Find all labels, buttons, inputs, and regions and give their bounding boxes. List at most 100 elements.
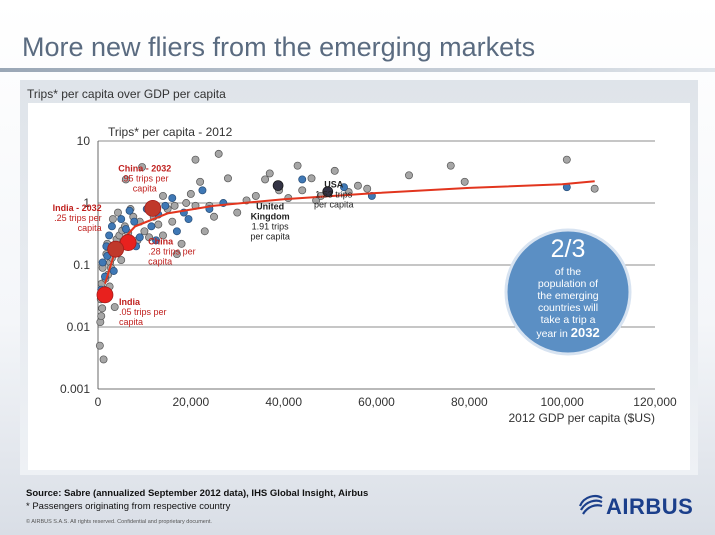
blue-point-8 [130, 217, 139, 226]
dark-point-0 [272, 180, 284, 191]
y-tick-label-3: 1 [83, 196, 90, 210]
highlight-label-1-line-1: .28 trips per [148, 247, 196, 257]
callout-circle: 2/3 of the population of the emerging co… [504, 228, 632, 356]
x-tick-label-4: 80,000 [451, 395, 488, 409]
x-tick-label-0: 0 [95, 395, 102, 409]
grey-point-72 [110, 303, 119, 311]
grey-point-53 [298, 186, 307, 195]
grey-point-57 [330, 166, 339, 175]
panel-title: Trips* per capita over GDP per capita [27, 87, 226, 101]
grey-point-31 [159, 231, 167, 240]
grey-point-61 [405, 171, 413, 180]
blue-point-17 [198, 186, 207, 195]
blue-point-27 [152, 236, 160, 245]
highlight-point-2 [107, 240, 125, 258]
highlight-label-0-line-0: India [119, 297, 141, 307]
blue-point-2 [105, 231, 114, 240]
airbus-logo: AIRBUS [578, 490, 698, 520]
callout-headline: 2/3 [551, 235, 586, 263]
logo-text: AIRBUS [606, 494, 694, 519]
grey-point-47 [251, 191, 260, 200]
grey-point-30 [154, 220, 163, 229]
dark-label-0-line-3: per capita [250, 232, 290, 242]
copyright-note: © AIRBUS S.A.S. All rights reserved. Con… [26, 519, 212, 525]
highlight-point-3 [144, 199, 162, 217]
blue-point-13 [161, 201, 170, 210]
highlight-label-0-line-1: .05 trips per [119, 307, 167, 317]
grey-point-54 [307, 174, 316, 183]
chart-title: Trips* per capita - 2012 [108, 125, 233, 139]
callout-line-3: the emerging [537, 290, 598, 302]
grey-point-4 [98, 304, 107, 313]
grey-point-3 [97, 312, 106, 321]
x-tick-label-5: 100,000 [540, 395, 584, 409]
x-tick-label-3: 60,000 [358, 395, 395, 409]
grey-point-69 [159, 191, 167, 200]
callout-year: 2032 [571, 325, 600, 340]
y-tick-label-4: 10 [77, 134, 91, 148]
blue-point-9 [135, 233, 144, 242]
blue-point-20 [298, 175, 307, 184]
callout-line-6: year in 2032 [536, 325, 599, 340]
highlight-label-0-line-2: capita [119, 317, 143, 327]
highlight-label-2-line-0: India - 2032 [53, 203, 102, 213]
grey-point-21 [108, 215, 117, 224]
dark-label-1-line-2: per capita [314, 200, 354, 210]
grey-point-66 [191, 155, 200, 164]
grey-point-60 [363, 184, 372, 193]
blue-point-5 [117, 215, 126, 224]
dark-label-1-line-0: USA [324, 180, 344, 190]
grey-point-42 [210, 212, 218, 221]
blue-point-15 [172, 227, 181, 236]
blue-point-0 [98, 258, 107, 267]
source-note: Source: Sabre (annualized September 2012… [26, 488, 369, 499]
blue-point-24 [109, 267, 118, 275]
y-tick-label-0: 0.001 [60, 382, 90, 396]
y-tick-label-2: 0.1 [73, 258, 90, 272]
blue-point-11 [147, 222, 156, 231]
x-axis-label: 2012 GDP per capita ($US) [508, 411, 655, 425]
grey-point-43 [214, 149, 223, 158]
highlight-label-2-line-2: capita [78, 223, 102, 233]
footnote: * Passengers originating from respective… [26, 501, 231, 512]
grey-point-36 [182, 199, 191, 207]
title-divider [0, 68, 715, 72]
highlight-label-3-line-1: .95 trips per [121, 173, 169, 183]
grey-point-68 [121, 175, 130, 184]
highlight-label-3-line-0: China - 2032 [118, 163, 171, 173]
dark-label-1-line-1: 1.53 trips [315, 190, 353, 200]
grey-point-22 [114, 208, 122, 217]
grey-point-0 [95, 341, 104, 350]
callout-line-1: of the [555, 266, 581, 278]
blue-point-3 [107, 222, 116, 231]
grey-point-67 [138, 163, 147, 172]
blue-point-28 [184, 215, 193, 224]
grey-point-40 [200, 227, 209, 236]
grey-point-45 [233, 208, 242, 217]
blue-point-21 [340, 183, 348, 192]
callout-line-2: population of [538, 278, 598, 290]
highlight-label-3-line-2: capita [133, 183, 157, 193]
grey-point-28 [145, 233, 154, 242]
grey-point-65 [590, 184, 599, 193]
airbus-logo-icon [578, 495, 603, 515]
y-tick-label-1: 0.01 [67, 320, 91, 334]
grey-point-44 [224, 174, 232, 183]
grey-point-27 [140, 227, 149, 236]
grey-point-33 [168, 217, 177, 226]
grey-point-75 [117, 256, 126, 265]
grey-point-64 [562, 155, 571, 164]
slide-title: More new fliers from the emerging market… [22, 32, 536, 62]
grey-point-39 [196, 177, 205, 186]
dark-label-0-line-2: 1.91 trips [252, 222, 290, 232]
highlight-point-0 [96, 286, 114, 304]
grey-point-59 [353, 181, 362, 190]
highlight-label-1-line-2: capita [148, 257, 172, 267]
grey-point-70 [170, 201, 179, 210]
x-tick-label-6: 120,000 [633, 395, 677, 409]
dark-point-1 [322, 186, 334, 197]
x-tick-label-2: 40,000 [265, 395, 302, 409]
x-tick-label-1: 20,000 [172, 395, 209, 409]
dark-label-0-line-0: United [256, 202, 284, 212]
